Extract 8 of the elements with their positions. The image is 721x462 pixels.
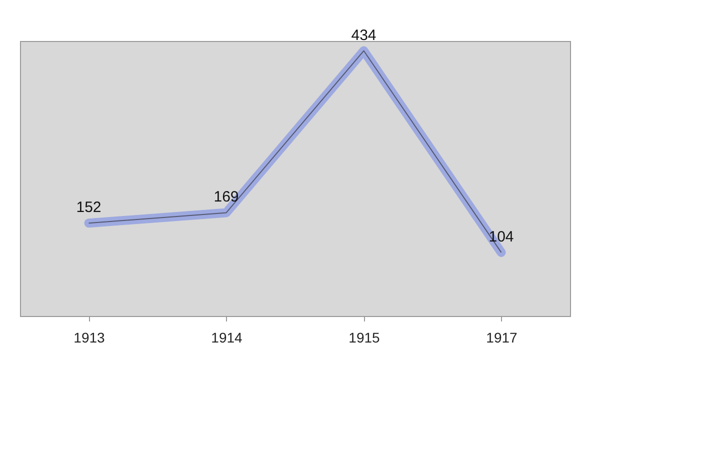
data-label: 152 (76, 199, 102, 216)
data-label: 169 (214, 188, 239, 206)
data-label: 104 (488, 228, 514, 246)
x-tick-label: 1915 (348, 330, 380, 346)
x-tick-label: 1914 (211, 330, 243, 346)
x-tick-label: 1913 (74, 330, 106, 346)
data-label: 434 (351, 26, 376, 44)
x-tick-label: 1917 (486, 330, 518, 346)
